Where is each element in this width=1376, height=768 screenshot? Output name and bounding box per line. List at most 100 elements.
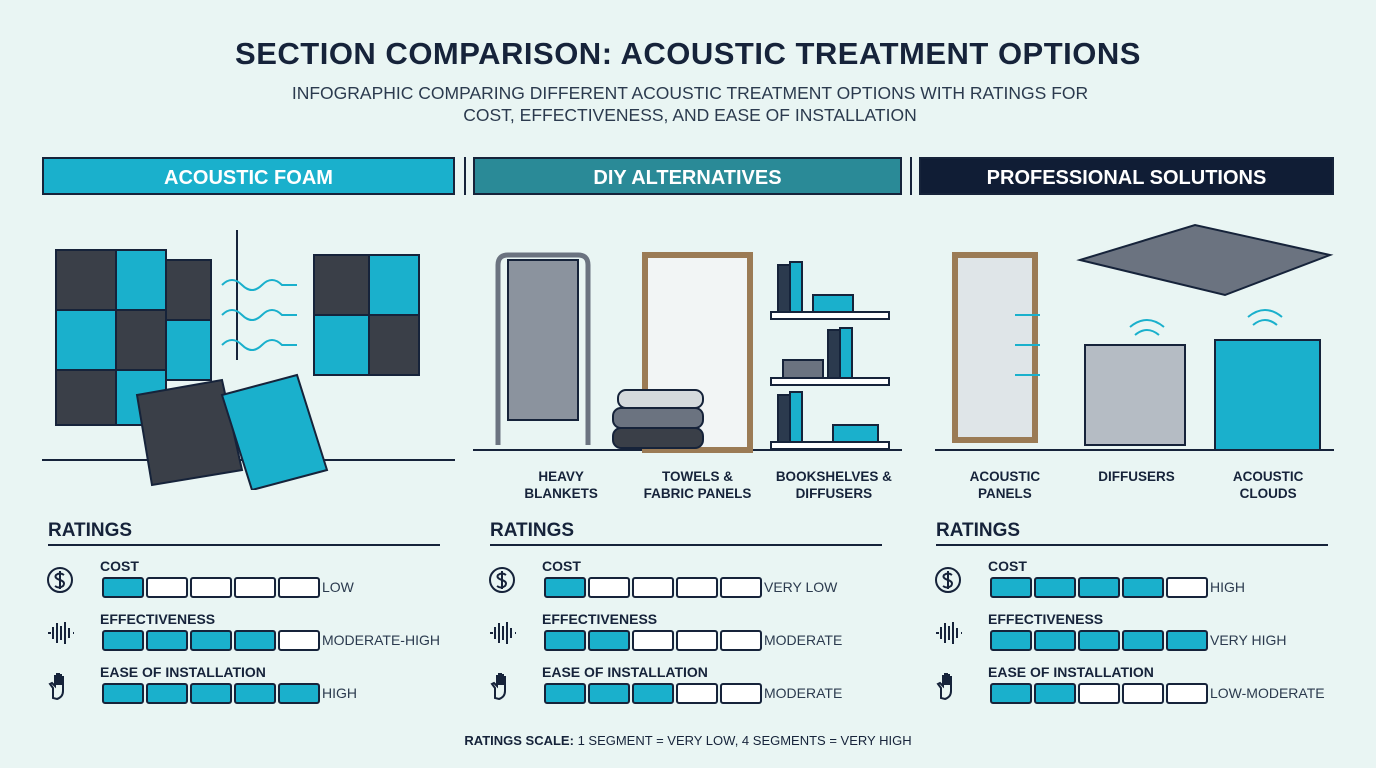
rating-icon xyxy=(488,672,518,702)
ratings-rule xyxy=(48,544,440,546)
item-label: HEAVY BLANKETS xyxy=(524,469,598,501)
rating-segment-empty xyxy=(278,577,320,598)
rating-segment-empty xyxy=(720,683,762,704)
rating-level: VERY LOW xyxy=(764,579,838,595)
rating-label: COST xyxy=(100,558,139,574)
rating-segment-empty xyxy=(676,683,718,704)
diy-illustration xyxy=(473,252,902,453)
rating-level: LOW xyxy=(322,579,354,595)
rating-segment-empty xyxy=(1166,577,1208,598)
rating-level: MODERATE xyxy=(764,632,843,648)
rating-segment xyxy=(1034,683,1076,704)
rating-segment xyxy=(102,683,144,704)
rating-segment-empty xyxy=(234,577,276,598)
rating-segment-empty xyxy=(632,577,674,598)
rating-label: COST xyxy=(988,558,1027,574)
rating-segment xyxy=(990,577,1032,598)
rating-segment-empty xyxy=(1166,683,1208,704)
rating-level: MODERATE-HIGH xyxy=(322,632,440,648)
section-header: DIY ALTERNATIVES xyxy=(473,157,902,195)
footer-text: 1 SEGMENT = VERY LOW, 4 SEGMENTS = VERY … xyxy=(577,733,912,748)
divider xyxy=(910,157,912,195)
rating-label: EASE OF INSTALLATION xyxy=(542,664,708,680)
rating-segment xyxy=(146,630,188,651)
rating-label: EASE OF INSTALLATION xyxy=(100,664,266,680)
rating-segment xyxy=(1034,630,1076,651)
section-header: ACOUSTIC FOAM xyxy=(42,157,455,195)
item-label: ACOUSTIC PANELS xyxy=(969,469,1041,501)
rating-segment xyxy=(588,683,630,704)
rating-level: MODERATE xyxy=(764,685,843,701)
rating-segment xyxy=(102,630,144,651)
rating-icon xyxy=(46,672,76,702)
rating-segment xyxy=(1122,577,1164,598)
rating-level: HIGH xyxy=(1210,579,1245,595)
icon xyxy=(490,622,516,644)
rating-segment-empty xyxy=(146,577,188,598)
rating-segment xyxy=(1166,630,1208,651)
rating-segment xyxy=(146,683,188,704)
item-label: DIFFUSERS xyxy=(1098,469,1175,484)
rating-icon xyxy=(934,619,964,649)
rating-segment xyxy=(1034,577,1076,598)
rating-segment-empty xyxy=(1122,683,1164,704)
rating-segment xyxy=(544,683,586,704)
item-label: BOOKSHELVES & DIFFUSERS xyxy=(775,469,892,501)
rating-segment xyxy=(234,683,276,704)
rating-segment-empty xyxy=(632,630,674,651)
footer: RATINGS SCALE: 1 SEGMENT = VERY LOW, 4 S… xyxy=(0,733,1376,748)
rating-label: EFFECTIVENESS xyxy=(542,611,658,627)
rating-segment xyxy=(190,630,232,651)
icon xyxy=(936,673,952,701)
icon xyxy=(48,622,74,644)
icon xyxy=(47,567,73,593)
rating-icon xyxy=(46,566,76,596)
rating-segment-empty xyxy=(676,630,718,651)
rating-icon xyxy=(488,619,518,649)
ratings-title: RATINGS xyxy=(490,520,575,541)
rating-level: LOW-MODERATE xyxy=(1210,685,1325,701)
rating-label: COST xyxy=(542,558,581,574)
icon xyxy=(936,622,962,644)
item-label: TOWELS & FABRIC PANELS xyxy=(643,469,752,501)
title: SECTION COMPARISON: ACOUSTIC TREATMENT O… xyxy=(235,36,1141,71)
rating-segment xyxy=(544,630,586,651)
rating-segment xyxy=(234,630,276,651)
icon xyxy=(489,567,515,593)
ratings-title: RATINGS xyxy=(48,520,133,541)
rating-level: VERY HIGH xyxy=(1210,632,1287,648)
rating-icon xyxy=(46,619,76,649)
rating-segment xyxy=(190,683,232,704)
rating-segment-empty xyxy=(190,577,232,598)
rating-segment xyxy=(632,683,674,704)
rating-segment xyxy=(990,683,1032,704)
rating-segment xyxy=(278,683,320,704)
pro-illustration xyxy=(935,223,1334,451)
footer-label: RATINGS SCALE: xyxy=(464,733,574,748)
rating-segment xyxy=(544,577,586,598)
rating-icon xyxy=(934,672,964,702)
rating-segment xyxy=(1122,630,1164,651)
rating-segment-empty xyxy=(676,577,718,598)
rating-segment-empty xyxy=(588,577,630,598)
ratings-rule xyxy=(936,544,1328,546)
ratings-rule xyxy=(490,544,882,546)
rating-label: EFFECTIVENESS xyxy=(100,611,216,627)
rating-label: EFFECTIVENESS xyxy=(988,611,1104,627)
item-label: ACOUSTIC CLOUDS xyxy=(1232,469,1304,501)
rating-icon xyxy=(934,566,964,596)
section-header: PROFESSIONAL SOLUTIONS xyxy=(919,157,1334,195)
rating-level: HIGH xyxy=(322,685,357,701)
rating-segment-empty xyxy=(720,630,762,651)
rating-segment-empty xyxy=(720,577,762,598)
icon xyxy=(490,673,506,701)
subtitle: INFOGRAPHIC COMPARING DIFFERENT ACOUSTIC… xyxy=(291,83,1089,125)
rating-icon xyxy=(488,566,518,596)
rating-segment xyxy=(102,577,144,598)
icon xyxy=(48,673,64,701)
divider xyxy=(464,157,466,195)
rating-segment xyxy=(1078,577,1120,598)
rating-segment-empty xyxy=(278,630,320,651)
rating-segment xyxy=(588,630,630,651)
